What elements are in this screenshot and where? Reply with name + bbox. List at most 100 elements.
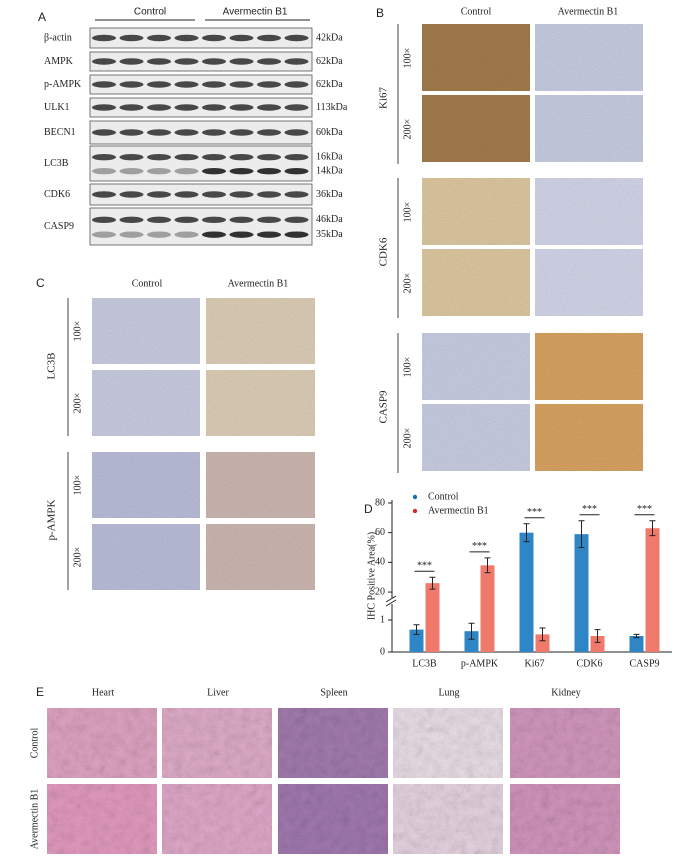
- blot-band: [284, 168, 309, 175]
- protein-label: LC3B: [44, 158, 69, 169]
- blot-band: [284, 191, 309, 198]
- panel-letter: E: [36, 685, 44, 699]
- micrograph-texture: [535, 249, 643, 316]
- error-bar: [484, 557, 491, 574]
- blot-band: [257, 58, 281, 65]
- micrograph-texture: [206, 524, 315, 590]
- kda-label: 14kDa: [316, 165, 343, 176]
- error-bar: [523, 523, 530, 543]
- blot-band: [257, 154, 281, 161]
- micrograph-texture: [535, 24, 643, 91]
- blot-band: [92, 129, 116, 136]
- blot-band: [257, 191, 281, 198]
- micrograph-texture: [47, 708, 157, 778]
- blot-band: [92, 154, 116, 161]
- error-bar: [578, 520, 585, 549]
- row-label: Control: [29, 728, 40, 759]
- magnification-label: 200×: [402, 428, 413, 449]
- kda-label: 46kDa: [316, 214, 343, 225]
- blot-band: [284, 104, 309, 111]
- blot-band: [284, 129, 309, 136]
- kda-label: 62kDa: [316, 79, 343, 90]
- micrograph-texture: [206, 298, 315, 364]
- micrograph-texture: [92, 524, 200, 590]
- legend-label: Avermectin B1: [428, 505, 489, 516]
- blot-band: [174, 34, 199, 42]
- x-tick-label: Ki67: [525, 658, 545, 669]
- blot-band: [202, 231, 226, 238]
- column-label: Lung: [438, 687, 459, 698]
- blot-band: [229, 34, 254, 42]
- blot-box: [89, 51, 313, 72]
- blot-box: [89, 27, 313, 49]
- blot-band: [119, 34, 144, 42]
- blot-box: [89, 207, 313, 246]
- magnification-label: 200×: [72, 547, 83, 568]
- bar: [629, 636, 644, 652]
- micrograph-texture: [422, 333, 530, 400]
- blot-band: [119, 191, 144, 198]
- blot-band: [229, 231, 254, 238]
- significance-label: ***: [637, 504, 652, 515]
- blot-band: [202, 168, 226, 175]
- error-bar: [413, 624, 420, 635]
- blot-band: [174, 231, 199, 238]
- blot-band: [174, 216, 199, 224]
- blot-band: [92, 168, 116, 175]
- micrograph-texture: [162, 708, 272, 778]
- blot-band: [174, 129, 199, 136]
- blot-band: [229, 216, 254, 224]
- micrograph-texture: [162, 784, 272, 854]
- column-label: Liver: [207, 687, 229, 698]
- blot-band: [119, 104, 144, 111]
- blot-band: [92, 216, 116, 224]
- column-label: Avermectin B1: [558, 6, 619, 17]
- kda-label: 35kDa: [316, 229, 343, 240]
- bar: [574, 534, 589, 652]
- blot-band: [174, 104, 199, 111]
- blot-band: [202, 34, 226, 42]
- blot-band: [92, 104, 116, 111]
- error-bar: [594, 629, 601, 643]
- protein-label: ULK1: [44, 102, 70, 113]
- blot-band: [229, 58, 254, 65]
- significance-label: ***: [582, 504, 597, 515]
- blot-band: [257, 81, 281, 88]
- blot-box: [89, 120, 313, 145]
- kda-label: 16kDa: [316, 151, 343, 162]
- kda-label: 42kDa: [316, 32, 343, 43]
- row-label: LC3B: [46, 353, 58, 380]
- blot-band: [202, 191, 226, 198]
- panel-letter: B: [376, 6, 384, 20]
- micrograph-texture: [92, 370, 200, 436]
- bar: [519, 532, 534, 652]
- blot-band: [119, 154, 144, 161]
- blot-band: [147, 81, 171, 88]
- legend-marker: [412, 508, 418, 514]
- blot-band: [147, 191, 171, 198]
- significance-label: ***: [472, 541, 487, 552]
- error-bar: [649, 520, 656, 537]
- blot-band: [119, 168, 144, 175]
- protein-label: CDK6: [44, 189, 70, 200]
- blot-band: [92, 81, 116, 88]
- micrograph-texture: [422, 24, 530, 91]
- blot-band: [92, 191, 116, 198]
- row-label: CASP9: [378, 390, 390, 424]
- panel-letter: A: [38, 10, 46, 24]
- blot-band: [174, 81, 199, 88]
- blot-band: [202, 129, 226, 136]
- blot-band: [174, 58, 199, 65]
- micrograph-texture: [278, 708, 388, 778]
- y-tick-label: 80: [375, 497, 385, 508]
- blot-band: [119, 216, 144, 224]
- blot-band: [257, 168, 281, 175]
- blot-band: [147, 231, 171, 238]
- micrograph-texture: [47, 784, 157, 854]
- protein-label: BECN1: [44, 127, 76, 138]
- row-label: Avermectin B1: [29, 789, 40, 850]
- blot-band: [257, 34, 281, 42]
- blot-band: [284, 58, 309, 65]
- blot-box: [89, 183, 313, 206]
- blot-band: [119, 129, 144, 136]
